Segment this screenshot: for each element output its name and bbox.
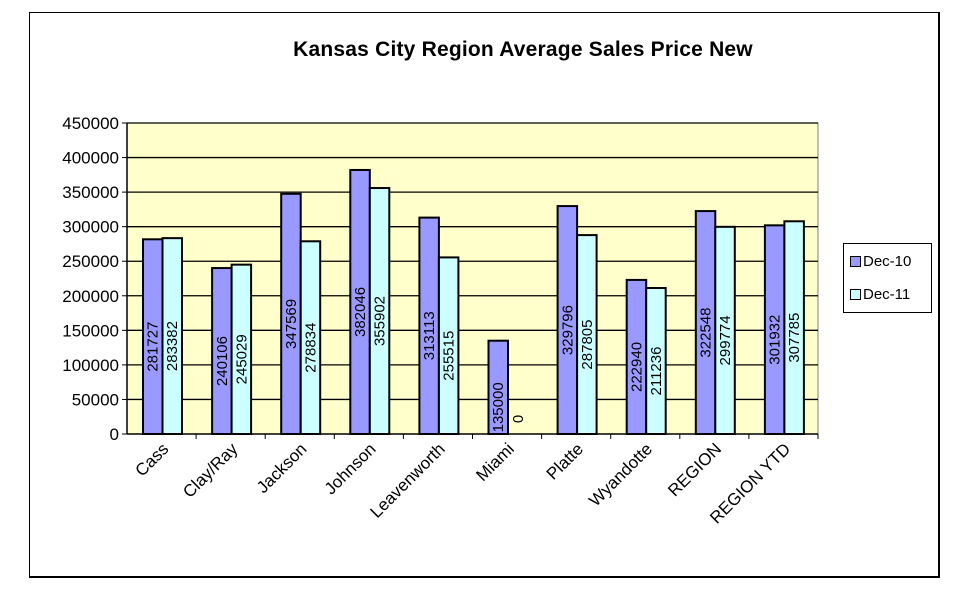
bar-dec-11 bbox=[161, 237, 183, 435]
data-label: 240106 bbox=[214, 336, 231, 386]
data-label: 301932 bbox=[767, 315, 784, 365]
x-tick-label: Cass bbox=[132, 439, 173, 480]
data-label: 245029 bbox=[233, 334, 250, 384]
x-tick-label: Wyandotte bbox=[585, 439, 656, 510]
x-tick-label: Jackson bbox=[253, 439, 311, 497]
data-label: 283382 bbox=[164, 321, 181, 371]
x-tick-label: REGION bbox=[664, 439, 725, 500]
bar-dec-11 bbox=[576, 234, 598, 435]
legend-swatch bbox=[850, 256, 861, 267]
data-label: 287805 bbox=[579, 320, 596, 370]
x-tick-label: Johnson bbox=[321, 439, 380, 498]
data-label: 278834 bbox=[302, 323, 319, 373]
y-tick-label: 300000 bbox=[62, 218, 119, 237]
y-tick-label: 0 bbox=[110, 425, 119, 444]
legend-item-dec-10: Dec-10 bbox=[850, 253, 911, 270]
y-tick-label: 50000 bbox=[72, 390, 119, 409]
x-tick-label: Clay/Ray bbox=[179, 439, 242, 502]
data-label: 255515 bbox=[441, 331, 458, 381]
bar-dec-11 bbox=[783, 220, 805, 435]
data-label: 222940 bbox=[628, 342, 645, 392]
data-label: 281727 bbox=[145, 322, 162, 372]
bar-dec-11 bbox=[714, 225, 736, 435]
y-tick-label: 100000 bbox=[62, 356, 119, 375]
y-tick-label: 200000 bbox=[62, 287, 119, 306]
y-tick-label: 450000 bbox=[62, 114, 119, 133]
legend-item-dec-11: Dec-11 bbox=[850, 286, 910, 303]
bar-dec-11 bbox=[645, 287, 667, 435]
y-tick-label: 250000 bbox=[62, 252, 119, 271]
bar-dec-11 bbox=[230, 263, 253, 436]
data-label: 382046 bbox=[352, 287, 369, 337]
data-label: 211236 bbox=[648, 347, 665, 396]
x-tick-label: Leavenworth bbox=[367, 439, 449, 521]
data-label: 135000 bbox=[490, 382, 507, 432]
bar-dec-11 bbox=[299, 240, 322, 435]
chart-frame bbox=[29, 12, 940, 578]
data-label: 347569 bbox=[283, 299, 300, 349]
x-tick-label: Miami bbox=[472, 439, 517, 484]
data-label: 313113 bbox=[421, 311, 438, 360]
y-tick-label: 150000 bbox=[62, 321, 119, 340]
data-label: 329796 bbox=[559, 305, 576, 355]
legend-swatch bbox=[850, 289, 861, 300]
data-label: 355902 bbox=[372, 296, 389, 346]
legend: Dec-10 Dec-11 bbox=[843, 243, 932, 313]
legend-label: Dec-11 bbox=[863, 286, 911, 303]
bar-dec-11 bbox=[368, 187, 391, 435]
data-label: 0 bbox=[510, 415, 527, 423]
y-tick-label: 400000 bbox=[62, 149, 119, 168]
chart-title: Kansas City Region Average Sales Price N… bbox=[293, 38, 753, 61]
bar-dec-11 bbox=[437, 256, 460, 435]
data-label: 322548 bbox=[698, 308, 715, 358]
bar-dec-10 bbox=[487, 339, 509, 436]
x-tick-label: Platte bbox=[543, 439, 587, 483]
legend-label: Dec-10 bbox=[863, 253, 912, 270]
y-tick-label: 350000 bbox=[62, 183, 119, 202]
data-label: 307785 bbox=[786, 313, 803, 363]
data-label: 299774 bbox=[717, 315, 734, 365]
